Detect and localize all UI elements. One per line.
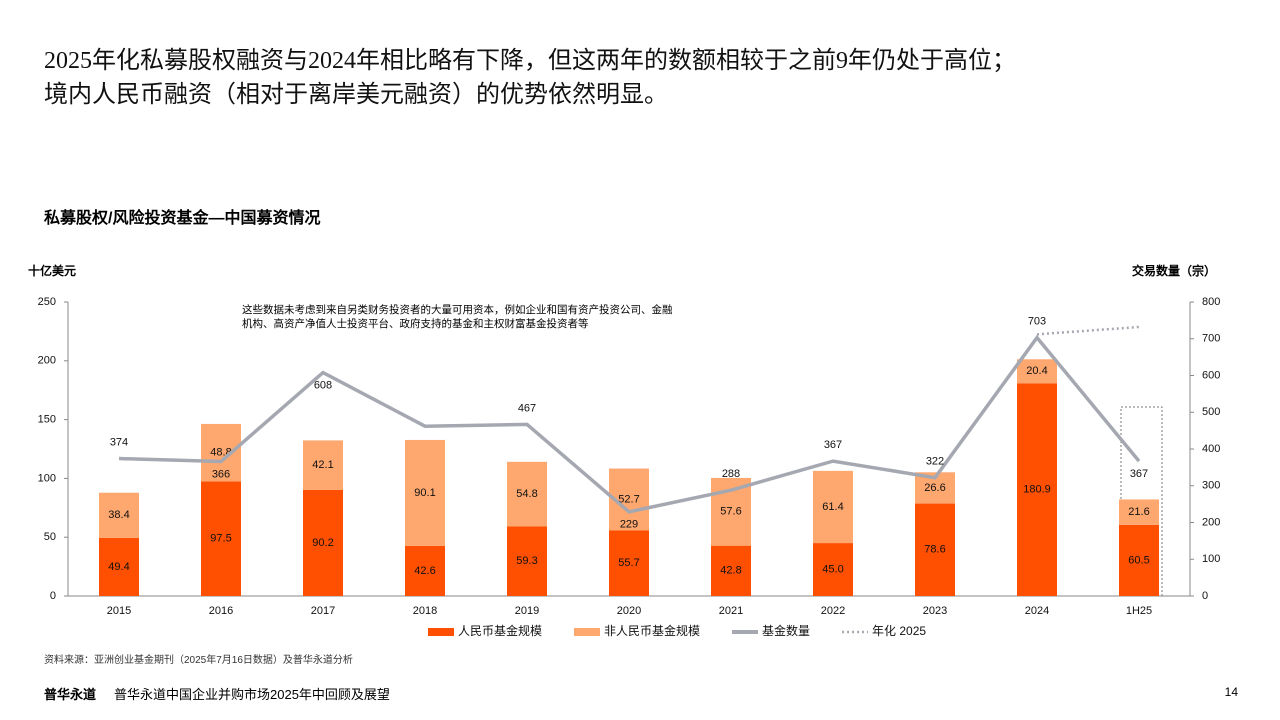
report-title: 普华永道中国企业并购市场2025年中回顾及展望 — [114, 687, 390, 702]
bar-segment — [507, 461, 547, 527]
bar-label: 38.4 — [108, 509, 129, 521]
page-number: 14 — [1224, 685, 1238, 699]
legend-label: 人民币基金规模 — [458, 623, 542, 638]
line — [118, 334, 1141, 514]
y-tick-label: 50 — [44, 531, 56, 543]
dotted-line — [1036, 325, 1140, 336]
y-axis-label: 十亿美元 — [28, 264, 77, 278]
x-tick-label: 2019 — [515, 605, 539, 617]
y-tick-label: 200 — [38, 355, 56, 367]
bar-label: 97.5 — [210, 533, 231, 545]
bar-segment — [915, 503, 955, 596]
line-label: 467 — [518, 402, 536, 414]
bar-segment — [1017, 383, 1057, 596]
line-label: 366 — [212, 468, 230, 480]
bar-label: 60.5 — [1128, 554, 1149, 566]
y-tick-label: 150 — [38, 414, 56, 426]
line-label: 322 — [926, 456, 944, 468]
y2-tick-label: 500 — [1202, 406, 1220, 418]
bar-label: 59.3 — [516, 555, 537, 567]
y-tick-label: 0 — [50, 590, 56, 602]
line-label: 288 — [722, 468, 740, 480]
x-tick-label: 2023 — [923, 605, 947, 617]
bar-segment — [99, 537, 139, 596]
bar-segment — [1017, 359, 1057, 384]
bar-label: 54.8 — [516, 488, 537, 500]
x-tick-label: 2021 — [719, 605, 743, 617]
y-tick-label: 250 — [38, 296, 56, 308]
line-label: 608 — [314, 379, 332, 391]
bar-segment — [711, 545, 751, 596]
line-label: 367 — [824, 439, 842, 451]
x-tick-label: 2015 — [107, 605, 131, 617]
bar-label: 180.9 — [1023, 484, 1051, 496]
bar-label: 26.6 — [924, 482, 945, 494]
y2-tick-label: 600 — [1202, 369, 1220, 381]
bar-segment — [813, 470, 853, 544]
bar-segment — [201, 481, 241, 596]
y-tick-label: 100 — [38, 472, 56, 484]
y2-tick-label: 700 — [1202, 333, 1220, 345]
bar-segment — [405, 545, 445, 596]
y2-tick-label: 400 — [1202, 443, 1220, 455]
y2-tick-label: 0 — [1202, 590, 1208, 602]
annotation: 这些数据未考虑到来自另类财务投资者的大量可用资本，例如企业和国有资产投资公司、金… — [242, 304, 673, 330]
y2-axis-label: 交易数量（宗） — [1131, 264, 1216, 278]
bar-label: 57.6 — [720, 506, 741, 518]
bar-label: 42.6 — [414, 565, 435, 577]
bar-segment — [1119, 524, 1159, 596]
legend-swatch — [428, 628, 454, 636]
bar-segment — [303, 489, 343, 596]
bar-label: 42.8 — [720, 565, 741, 577]
bar-label: 90.1 — [414, 487, 435, 499]
header-line: 2025年化私募股权融资与2024年相比略有下降，但这两年的数额相较于之前9年仍… — [44, 48, 1016, 74]
y2-tick-label: 100 — [1202, 553, 1220, 565]
chart-title: 私募股权/风险投资基金—中国募资情况 — [44, 210, 321, 227]
bar-label: 45.0 — [822, 563, 843, 575]
bar-segment — [99, 492, 139, 538]
line-label: 229 — [620, 519, 638, 531]
bar-label: 49.4 — [108, 561, 129, 573]
bar-segment — [1119, 499, 1159, 525]
legend-label: 基金数量 — [762, 623, 810, 638]
brand: 普华永道 — [44, 687, 97, 702]
bar-segment — [609, 530, 649, 596]
x-tick-label: 1H25 — [1126, 605, 1152, 617]
y2-tick-label: 200 — [1202, 516, 1220, 528]
bar-label: 90.2 — [312, 537, 333, 549]
legend-swatch — [574, 628, 601, 636]
bar-label: 20.4 — [1026, 365, 1047, 377]
bar-segment — [507, 526, 547, 596]
legend-label: 年化 2025 — [872, 624, 926, 638]
x-tick-label: 2020 — [617, 605, 641, 617]
bar-label: 42.1 — [312, 459, 333, 471]
bar-segment — [405, 439, 445, 546]
bar-label: 78.6 — [924, 544, 945, 556]
bar-segment — [813, 543, 853, 596]
x-tick-label: 2022 — [821, 605, 845, 617]
x-tick-label: 2016 — [209, 605, 233, 617]
bar-label: 61.4 — [822, 501, 843, 513]
line-label: 374 — [110, 436, 128, 448]
x-tick-label: 2017 — [311, 605, 335, 617]
x-tick-label: 2024 — [1025, 605, 1049, 617]
header-line: 境内人民币融资（相对于离岸美元融资）的优势依然明显。 — [44, 82, 668, 108]
header: 2025年化私募股权融资与2024年相比略有下降，但这两年的数额相较于之前9年仍… — [44, 44, 1016, 112]
source: 资料来源：亚洲创业基金期刊（2025年7月16日数据）及普华永道分析 — [44, 655, 353, 666]
bar-label: 55.7 — [618, 557, 639, 569]
x-tick-label: 2018 — [413, 605, 437, 617]
legend-label: 非人民币基金规模 — [604, 623, 700, 638]
line-label: 703 — [1028, 316, 1046, 328]
bar-label: 21.6 — [1128, 506, 1149, 518]
bar-label: 52.7 — [618, 493, 639, 505]
bar-segment — [201, 423, 241, 482]
line-label: 367 — [1130, 468, 1148, 480]
y2-tick-label: 800 — [1202, 296, 1220, 308]
bar-segment — [303, 440, 343, 490]
y2-tick-label: 300 — [1202, 480, 1220, 492]
